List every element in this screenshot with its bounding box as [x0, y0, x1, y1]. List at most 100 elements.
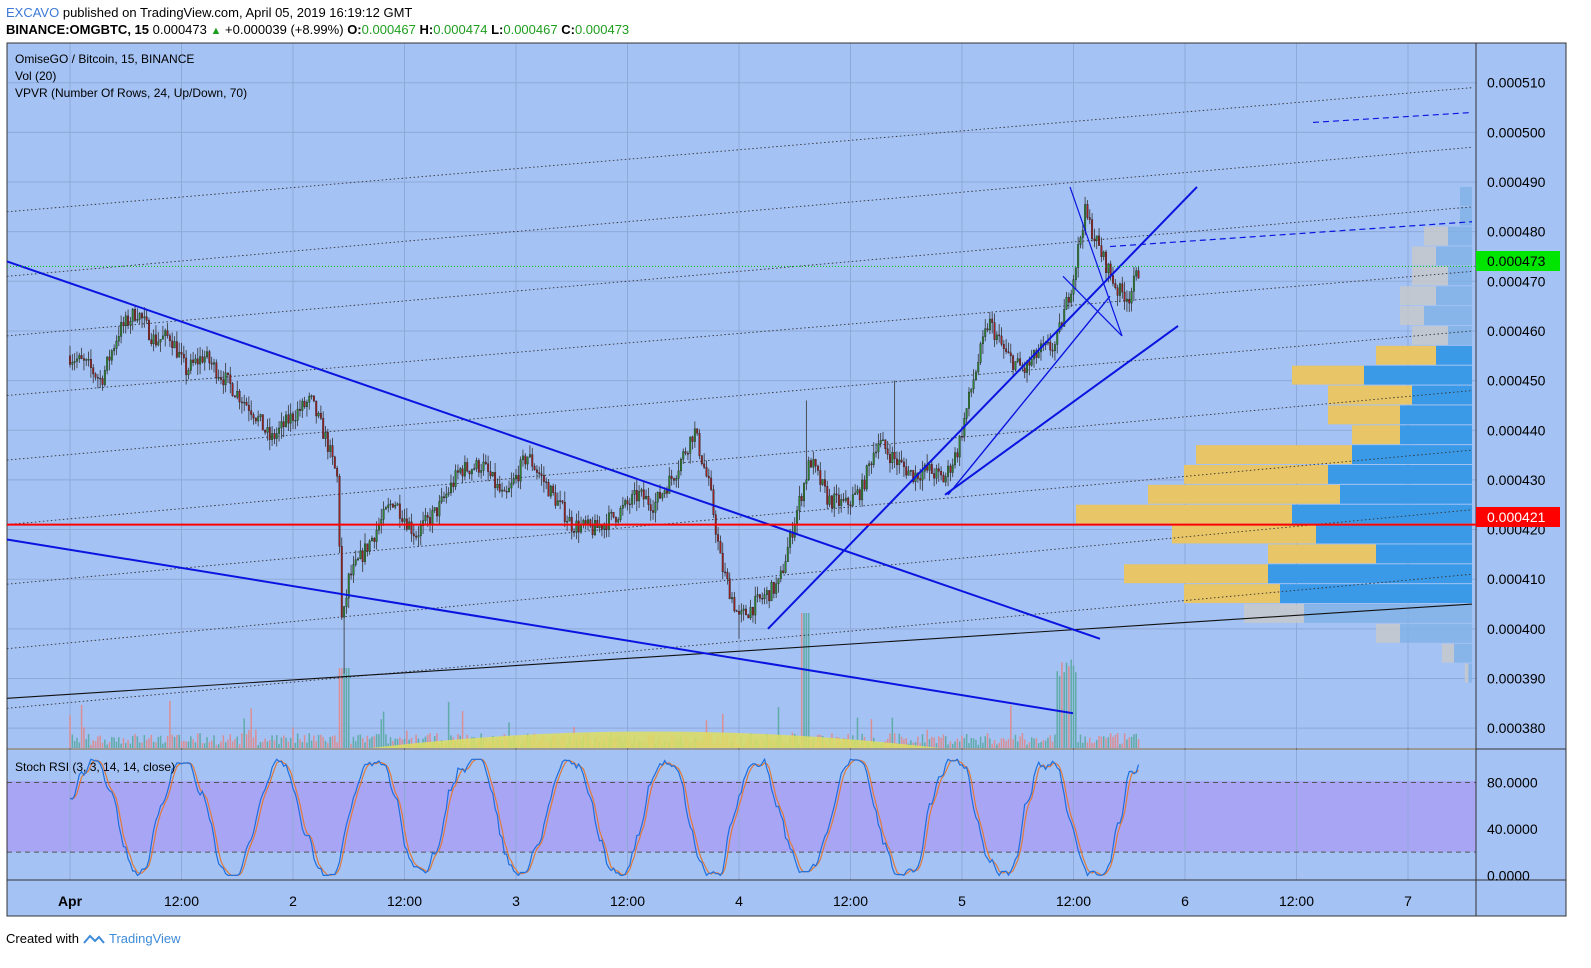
candle-body-58 — [203, 356, 206, 363]
candle-body-319 — [810, 460, 812, 468]
volume-bar-315 — [800, 613, 803, 748]
price-tick-label-1: 0.000500 — [1487, 124, 1546, 140]
volume-bar-339 — [856, 717, 859, 748]
volume-bar-59 — [206, 737, 208, 748]
candle-body-12 — [96, 377, 99, 379]
candle-body-379 — [949, 465, 952, 473]
tradingview-brand[interactable]: TradingView — [108, 931, 181, 946]
volume-bar-24 — [124, 742, 127, 748]
candle-body-373 — [935, 468, 938, 479]
volume-bar-409 — [1019, 736, 1021, 748]
volume-bar-33 — [145, 740, 148, 748]
candle-body-299 — [763, 594, 766, 599]
vpvr-down-20 — [1412, 325, 1448, 345]
candle-body-174 — [473, 468, 476, 470]
candle-body-53 — [192, 359, 195, 363]
candle-body-283 — [726, 571, 729, 579]
volume-bar-64 — [217, 744, 220, 748]
candle-body-261 — [675, 478, 678, 481]
volume-bar-3 — [76, 737, 78, 748]
candle-body-411 — [1023, 367, 1026, 373]
volume-bar-377 — [944, 736, 947, 748]
volume-bar-58 — [203, 743, 206, 748]
candle-body-258 — [668, 475, 671, 494]
candle-body-200 — [533, 466, 536, 471]
candle-body-297 — [758, 594, 761, 599]
candle-body-269 — [693, 428, 696, 442]
vpvr-up-10 — [1316, 524, 1472, 544]
volume-bar-80 — [255, 729, 257, 748]
volume-bar-56 — [199, 733, 201, 748]
candle-body-4 — [78, 355, 81, 360]
candle-body-120 — [347, 573, 350, 599]
candle-body-276 — [710, 477, 713, 490]
volume-bar-367 — [921, 734, 924, 748]
candle-body-272 — [700, 455, 703, 465]
vpvr-down-14 — [1196, 445, 1352, 465]
candle-body-294 — [751, 607, 754, 616]
candle-body-28 — [134, 308, 136, 321]
candle-body-406 — [1012, 355, 1015, 370]
candle-body-115 — [336, 468, 339, 477]
candle-body-162 — [445, 493, 448, 499]
volume-bar-144 — [403, 738, 406, 748]
candle-body-271 — [698, 433, 701, 456]
vpvr-up-24 — [1436, 246, 1472, 266]
publisher-name[interactable]: EXCAVO — [6, 5, 60, 20]
vpvr-down-25 — [1424, 226, 1448, 246]
vpvr-down-17 — [1328, 385, 1412, 405]
candle-body-98 — [296, 408, 299, 421]
uptrend-line-steep — [767, 186, 1198, 630]
candle-body-37 — [154, 334, 157, 346]
candle-body-175 — [475, 460, 478, 469]
candle-body-252 — [654, 501, 657, 513]
stoch-d-line — [69, 758, 1139, 877]
volume-bar-78 — [250, 708, 252, 748]
trend-lines[interactable] — [6, 111, 1476, 715]
high-value: 0.000474 — [433, 22, 488, 37]
volume-bar-47 — [178, 734, 180, 748]
candle-body-137 — [387, 504, 390, 508]
candle-body-62 — [213, 362, 215, 365]
candle-body-359 — [902, 461, 905, 467]
volume-bar-18 — [111, 736, 113, 748]
vpvr-up-6 — [1304, 604, 1472, 623]
support-level-tag-text: 0.000421 — [1487, 509, 1546, 525]
volume-bar-73 — [238, 744, 241, 748]
volume-bar-400 — [998, 742, 1000, 748]
volume-bar-406 — [1012, 739, 1014, 748]
volume-bar-420 — [1044, 740, 1047, 748]
volume-bar-10 — [92, 740, 94, 748]
volume-bar-440 — [1091, 742, 1093, 748]
candle-body-107 — [317, 412, 320, 417]
candle-body-260 — [673, 478, 675, 481]
volume-bar-399 — [996, 744, 998, 748]
candle-body-259 — [670, 475, 673, 479]
candle-body-407 — [1014, 361, 1017, 370]
channel-line-1 — [6, 509, 1473, 650]
vpvr-down-10 — [1172, 524, 1316, 544]
volume-bar-380 — [951, 743, 954, 748]
volume-bar-390 — [975, 739, 977, 748]
candle-body-349 — [879, 440, 882, 444]
candle-body-166 — [454, 470, 457, 487]
candle-body-392 — [979, 343, 982, 363]
rsi-tick-label-1: 40.0000 — [1487, 821, 1538, 837]
volume-bar-114 — [334, 735, 336, 748]
candle-body-207 — [549, 485, 552, 497]
candle-body-85 — [266, 427, 269, 433]
volume-bar-14 — [101, 742, 104, 748]
candle-body-128 — [366, 543, 369, 552]
candle-body-73 — [238, 390, 241, 403]
volume-bar-401 — [1000, 738, 1003, 748]
volume-bar-369 — [926, 729, 928, 748]
candle-body-335 — [847, 497, 850, 506]
candle-body-264 — [682, 451, 685, 460]
candle-body-255 — [661, 493, 664, 499]
candle-body-321 — [814, 459, 817, 467]
volume-bar-317 — [805, 613, 808, 748]
candle-body-225 — [591, 525, 594, 535]
volume-bar-36 — [152, 741, 155, 748]
candle-body-382 — [956, 452, 959, 458]
